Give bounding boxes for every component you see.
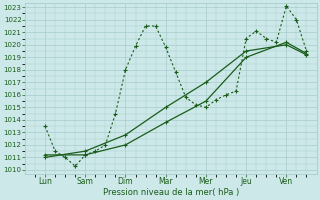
X-axis label: Pression niveau de la mer( hPa ): Pression niveau de la mer( hPa ) (103, 188, 239, 197)
